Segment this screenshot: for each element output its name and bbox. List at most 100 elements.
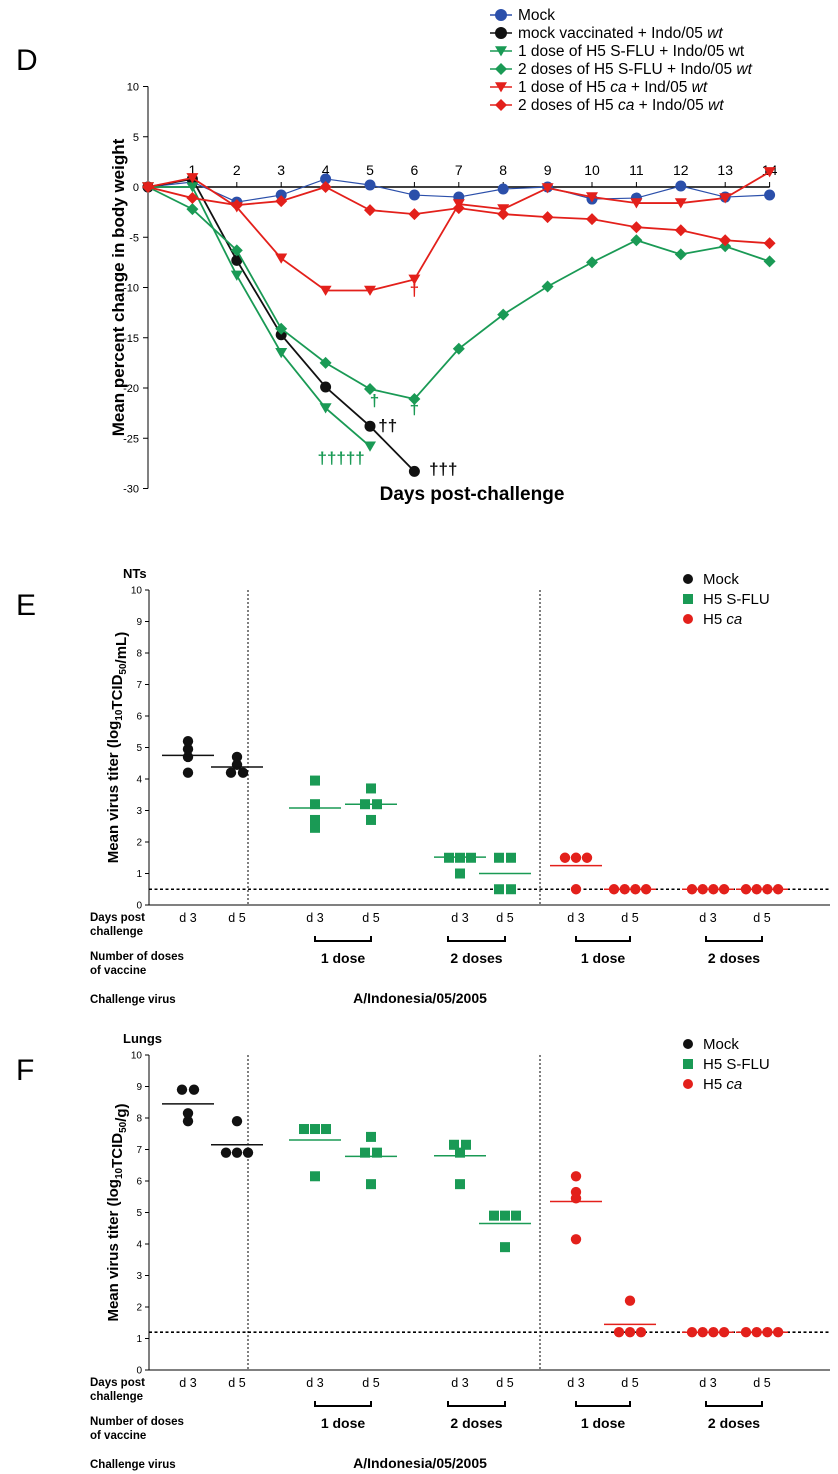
- data-point: [275, 348, 288, 359]
- legend-marker: [683, 1079, 693, 1089]
- legend-label: H5 ca: [703, 611, 742, 628]
- y-tick-label: -5: [129, 232, 139, 244]
- legend-label-part: Mock: [518, 7, 555, 24]
- x-tick-label: 12: [673, 162, 689, 178]
- data-point: [364, 420, 376, 432]
- data-point: [364, 441, 376, 452]
- x-tick-label: 9: [544, 162, 552, 178]
- panel-letter-d: D: [16, 44, 38, 77]
- legend-label: Mock: [703, 571, 739, 588]
- y-axis-label-part: 10: [114, 709, 125, 721]
- y-axis-label-part: 50: [118, 663, 129, 675]
- data-point: [511, 1210, 521, 1221]
- panel-title: Lungs: [123, 1031, 162, 1046]
- legend-marker: [495, 99, 507, 111]
- data-point: [570, 1234, 582, 1245]
- data-point: [452, 202, 465, 215]
- y-axis-label-part: TCID: [109, 674, 126, 709]
- data-point: [182, 1115, 194, 1127]
- dose-bracket: [575, 936, 631, 942]
- death-dagger-annotation: †††††: [317, 448, 364, 467]
- y-axis-label: Mean percent change in body weight: [109, 138, 128, 436]
- data-point: [188, 1084, 200, 1095]
- x-group-label: d 3: [567, 911, 584, 925]
- data-point: [586, 213, 598, 226]
- data-point: [719, 234, 732, 247]
- data-point: [230, 244, 243, 257]
- y-tick-label: -30: [123, 484, 139, 496]
- y-axis-label: Mean virus titer (log10TCID50/g): [105, 1103, 130, 1321]
- row-label-doses: of vaccine: [90, 965, 146, 977]
- data-point: [230, 199, 243, 212]
- y-tick-label: 5: [136, 743, 142, 754]
- data-point: [489, 1210, 499, 1221]
- data-point: [275, 322, 288, 335]
- dose-label: 2 doses: [708, 950, 760, 966]
- data-point: [408, 189, 420, 201]
- dose-label: 1 dose: [321, 950, 366, 966]
- data-point: [500, 1242, 510, 1253]
- data-point: [320, 173, 332, 185]
- data-point: [310, 799, 320, 810]
- data-point: [630, 198, 643, 209]
- dose-label: 1 dose: [581, 1415, 626, 1431]
- legend-label: 2 doses of H5 S-FLU + Indo/05 wt: [518, 61, 753, 78]
- legend-label: 1 dose of H5 ca + Ind/05 wt: [518, 79, 708, 96]
- data-point: [624, 1327, 636, 1338]
- legend-label-part: wt: [707, 25, 723, 42]
- legend-marker: [495, 63, 507, 75]
- x-group-label: d 3: [306, 911, 323, 925]
- x-tick-label: 10: [584, 162, 600, 178]
- data-point: [455, 1147, 465, 1158]
- data-point: [559, 852, 571, 863]
- legend-label-part: Mock: [703, 1036, 739, 1053]
- row-label-doses: Number of doses: [90, 1416, 184, 1428]
- legend-label: H5 S-FLU: [703, 1056, 770, 1073]
- legend-marker: [683, 1059, 693, 1069]
- x-group-label: d 3: [699, 1376, 716, 1390]
- data-point: [176, 1084, 188, 1095]
- data-point: [452, 342, 465, 355]
- data-point: [586, 192, 598, 203]
- data-point: [494, 852, 504, 863]
- data-point: [763, 255, 776, 268]
- data-point: [186, 182, 199, 193]
- legend-label-part: Mock: [703, 571, 739, 588]
- data-point: [366, 783, 376, 794]
- data-point: [220, 1147, 232, 1158]
- legend-marker: [495, 27, 507, 39]
- data-point: [500, 1210, 510, 1221]
- data-point: [231, 1147, 243, 1158]
- legend-label-part: H5: [703, 1076, 726, 1093]
- data-point: [570, 1171, 582, 1182]
- data-point: [364, 204, 376, 217]
- y-tick-label: 2: [136, 838, 142, 849]
- challenge-virus-label: A/Indonesia/05/2005: [353, 990, 487, 1006]
- legend-label-part: H5 S-FLU: [703, 1056, 770, 1073]
- y-tick-label: 8: [136, 649, 142, 660]
- x-group-label: d 5: [228, 911, 245, 925]
- x-tick-label: 13: [717, 162, 733, 178]
- data-point: [494, 884, 504, 895]
- legend-label-part: 1 dose of H5: [518, 79, 610, 96]
- y-tick-label: 4: [136, 1240, 142, 1251]
- x-group-label: d 3: [306, 1376, 323, 1390]
- data-point: [586, 256, 598, 269]
- dose-label: 2 doses: [708, 1415, 760, 1431]
- data-point: [630, 221, 643, 234]
- data-point: [541, 211, 554, 224]
- panel-letter: E: [16, 589, 36, 622]
- x-axis-label: Days post-challenge: [380, 484, 565, 505]
- data-point: [319, 403, 332, 414]
- x-group-label: d 5: [362, 1376, 379, 1390]
- data-point: [186, 192, 199, 205]
- y-tick-label: 7: [136, 1145, 142, 1156]
- data-point: [497, 208, 510, 221]
- data-point: [541, 280, 554, 293]
- legend-label: Mock: [703, 1036, 739, 1053]
- death-dagger-annotation: †††: [429, 459, 457, 478]
- data-point: [230, 270, 243, 281]
- data-point: [182, 743, 194, 755]
- data-point: [366, 814, 376, 825]
